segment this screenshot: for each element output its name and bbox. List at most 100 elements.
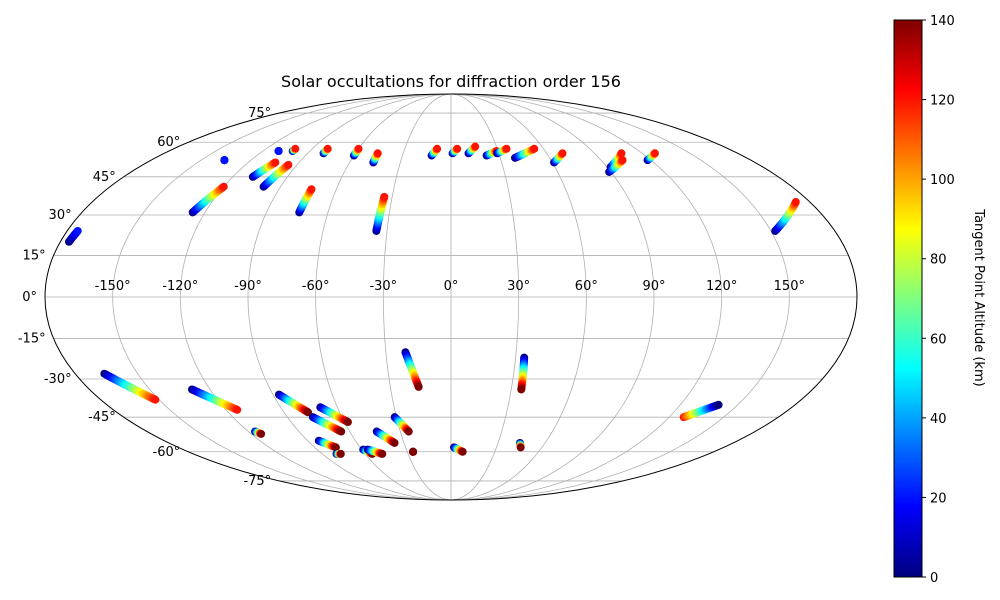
data-point bbox=[219, 182, 228, 191]
occultation-track bbox=[550, 149, 567, 167]
data-point bbox=[617, 149, 626, 158]
data-point bbox=[220, 156, 229, 165]
longitude-tick-label: 30° bbox=[507, 279, 530, 294]
occultation-track bbox=[349, 144, 363, 160]
occultation-track bbox=[464, 142, 480, 158]
data-point bbox=[791, 197, 800, 206]
data-point bbox=[331, 443, 340, 452]
longitude-tick-label: -90° bbox=[234, 279, 262, 294]
latitude-tick-label: -75° bbox=[243, 474, 271, 489]
grid-meridian bbox=[450, 94, 723, 500]
colorbar-tick-label: 80 bbox=[930, 253, 947, 268]
data-point bbox=[530, 144, 539, 153]
occultation-track bbox=[187, 385, 242, 414]
longitude-tick-label: -60° bbox=[302, 279, 330, 294]
occultation-track bbox=[771, 197, 800, 235]
occultation-track bbox=[372, 192, 389, 235]
longitude-tick-label: -150° bbox=[95, 279, 131, 294]
latitude-tick-label: -60° bbox=[153, 445, 181, 460]
data-point bbox=[618, 156, 627, 165]
occultation-track bbox=[369, 149, 382, 167]
occultation-track bbox=[248, 158, 280, 181]
data-point bbox=[291, 144, 300, 153]
occultation-track bbox=[401, 348, 423, 391]
occultation-track bbox=[251, 427, 266, 438]
data-point bbox=[517, 385, 526, 394]
data-point bbox=[257, 429, 266, 438]
occultation-track bbox=[493, 144, 511, 158]
occultation-track bbox=[643, 149, 659, 165]
data-point bbox=[337, 427, 346, 436]
occultation-track bbox=[332, 449, 345, 458]
grid-meridian bbox=[450, 94, 520, 500]
occultation-track bbox=[288, 144, 300, 156]
data-point bbox=[271, 158, 280, 167]
longitude-tick-label: 0° bbox=[444, 279, 459, 294]
data-point bbox=[516, 443, 525, 452]
colorbar-tick-label: 60 bbox=[930, 332, 947, 347]
colorbar: 0 20 40 60 80 100 120 140 Tangent Point Altitud… bbox=[893, 14, 986, 586]
occultation-track bbox=[372, 427, 399, 447]
data-point bbox=[650, 149, 659, 158]
latitude-tick-label: 75° bbox=[248, 106, 271, 121]
longitude-tick-label: 90° bbox=[642, 279, 665, 294]
latitude-tick-label: -15° bbox=[18, 332, 46, 347]
colorbar-label: Tangent Point Altitude (km) bbox=[971, 208, 986, 386]
chart-title: Solar occultations for diffraction order… bbox=[281, 72, 621, 91]
data-point bbox=[373, 149, 382, 158]
map-boundary bbox=[44, 93, 858, 501]
occultation-track bbox=[308, 413, 346, 436]
occultation-track bbox=[517, 353, 529, 394]
data-point bbox=[390, 438, 399, 447]
occultation-track bbox=[390, 413, 413, 436]
occultation-track bbox=[450, 443, 467, 456]
data-point bbox=[354, 144, 363, 153]
data-point bbox=[409, 447, 418, 456]
occultation-track bbox=[259, 160, 293, 191]
latitude-tick-label: 0° bbox=[22, 290, 37, 305]
graticule bbox=[45, 94, 857, 500]
longitude-tick-label: -30° bbox=[369, 279, 397, 294]
data-point bbox=[378, 449, 387, 458]
data-point bbox=[307, 185, 316, 194]
occultation-track bbox=[274, 147, 283, 156]
colorbar-gradient bbox=[893, 19, 923, 578]
data-point bbox=[453, 144, 462, 153]
occultation-track bbox=[679, 400, 723, 422]
occultation-track bbox=[274, 390, 313, 417]
data-point bbox=[336, 449, 345, 458]
grid-meridian bbox=[247, 94, 452, 500]
occultation-track bbox=[427, 144, 442, 160]
data-point bbox=[284, 160, 293, 169]
colorbar-tick-label: 40 bbox=[930, 412, 947, 427]
occultation-track bbox=[314, 436, 340, 452]
data-point bbox=[274, 147, 283, 156]
latitude-tick-labels: -75° -60° -45° -30° -15° 0° 15° 30° 45° 60° 75° bbox=[18, 106, 271, 489]
latitude-tick-label: 30° bbox=[49, 208, 72, 223]
grid-meridian bbox=[382, 94, 452, 500]
grid-meridian bbox=[450, 94, 587, 500]
data-point bbox=[433, 144, 442, 153]
data-point bbox=[151, 395, 160, 404]
occultation-track bbox=[64, 226, 82, 246]
colorbar-tick-label: 120 bbox=[930, 94, 955, 109]
occultation-track bbox=[409, 447, 418, 456]
longitude-tick-label: -120° bbox=[162, 279, 198, 294]
latitude-tick-label: 60° bbox=[157, 135, 180, 150]
occultation-track bbox=[295, 185, 316, 217]
colorbar-ticks: 0 20 40 60 80 100 120 140 bbox=[922, 14, 955, 586]
data-point bbox=[502, 144, 511, 153]
data-point bbox=[414, 382, 423, 391]
longitude-tick-label: 60° bbox=[575, 279, 598, 294]
occultation-track bbox=[319, 144, 332, 158]
occultation-track bbox=[448, 144, 462, 158]
colorbar-tick-label: 140 bbox=[930, 14, 955, 29]
data-point bbox=[304, 408, 313, 417]
occultation-tracks bbox=[64, 142, 800, 458]
longitude-tick-labels: -150° -120° -90° -60° -30° 0° 30° 60° 90° 120° 150… bbox=[95, 279, 805, 294]
data-point bbox=[714, 400, 723, 409]
colorbar-tick-label: 20 bbox=[930, 491, 947, 506]
data-point bbox=[323, 144, 332, 153]
latitude-tick-label: -45° bbox=[88, 410, 116, 425]
